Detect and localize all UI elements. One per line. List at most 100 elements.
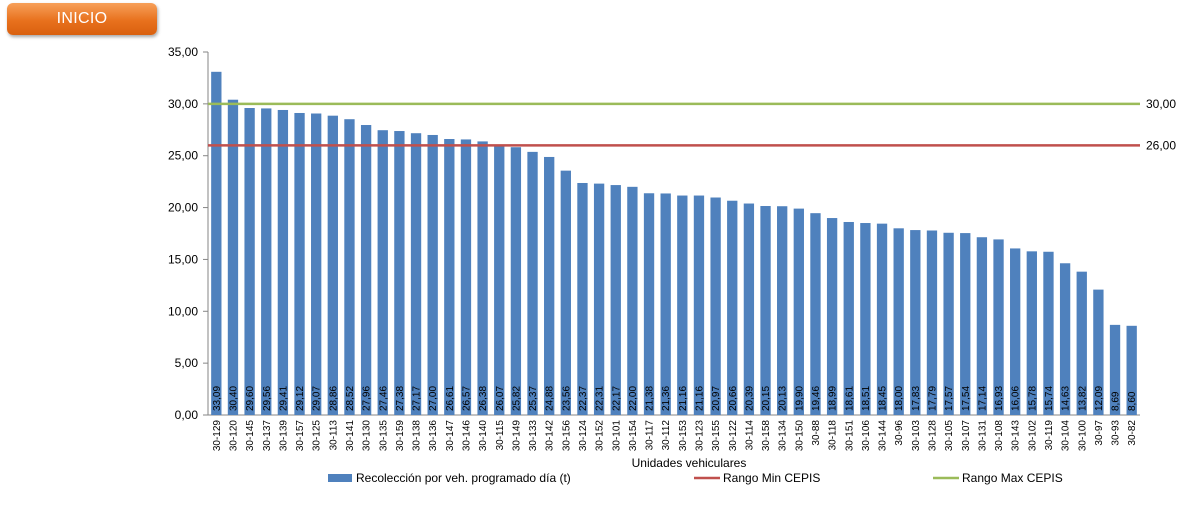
bar xyxy=(377,130,388,416)
x-tick-label: 30-96 xyxy=(894,420,905,446)
bar xyxy=(211,71,222,416)
data-label: 29,56 xyxy=(262,386,273,411)
bar xyxy=(760,206,771,415)
data-label: 27,00 xyxy=(428,386,439,411)
x-tick-label: 30-154 xyxy=(628,420,639,452)
y-tick-label: 10,00 xyxy=(168,304,198,318)
x-tick-label: 30-82 xyxy=(1127,420,1138,446)
x-tick-label: 30-128 xyxy=(927,420,938,452)
x-tick-label: 30-124 xyxy=(578,420,589,452)
data-label: 22,31 xyxy=(595,386,606,411)
x-tick-label: 30-135 xyxy=(378,420,389,452)
data-label: 20,13 xyxy=(778,386,789,411)
x-tick-label: 30-100 xyxy=(1077,420,1088,452)
data-label: 18,51 xyxy=(861,386,872,411)
data-label: 19,46 xyxy=(811,386,822,411)
x-tick-label: 30-131 xyxy=(977,420,988,452)
bar xyxy=(544,156,555,415)
x-tick-label: 30-151 xyxy=(844,420,855,452)
y-tick-label: 30,00 xyxy=(168,97,198,111)
bar xyxy=(327,115,338,415)
data-label: 21,16 xyxy=(694,386,705,411)
data-label: 27,17 xyxy=(412,386,423,411)
x-tick-label: 30-141 xyxy=(345,420,356,452)
bar xyxy=(960,233,971,415)
x-tick-label: 30-97 xyxy=(1094,420,1105,446)
data-label: 18,45 xyxy=(878,386,889,411)
data-label: 29,60 xyxy=(245,386,256,411)
bar xyxy=(311,113,322,416)
data-label: 29,41 xyxy=(278,386,289,411)
bar xyxy=(876,223,888,415)
bar xyxy=(560,170,571,415)
data-label: 29,12 xyxy=(295,386,306,411)
bar xyxy=(277,109,289,415)
bar xyxy=(1010,248,1021,415)
x-tick-label: 30-102 xyxy=(1027,420,1038,452)
data-label: 18,00 xyxy=(894,386,905,411)
bar xyxy=(727,200,738,415)
y-tick-label: 0,00 xyxy=(175,408,199,422)
bar xyxy=(943,232,954,415)
data-label: 24,88 xyxy=(545,386,556,411)
data-label: 27,96 xyxy=(362,386,373,411)
bar xyxy=(826,218,838,415)
x-tick-label: 30-158 xyxy=(761,420,772,452)
x-tick-label: 30-108 xyxy=(994,420,1005,452)
bar xyxy=(793,208,804,415)
bar xyxy=(294,112,305,415)
bar xyxy=(893,228,904,415)
data-label: 13,82 xyxy=(1077,386,1088,411)
data-label: 26,57 xyxy=(461,386,472,411)
bar xyxy=(777,206,788,415)
x-tick-label: 30-149 xyxy=(511,420,522,452)
bar xyxy=(643,193,655,415)
x-tick-label: 30-159 xyxy=(395,420,406,452)
x-tick-label: 30-142 xyxy=(545,420,556,452)
data-label: 17,83 xyxy=(911,386,922,411)
x-tick-label: 30-144 xyxy=(878,420,889,452)
bar xyxy=(660,193,671,415)
data-label: 27,38 xyxy=(395,386,406,411)
data-label: 28,86 xyxy=(328,386,339,411)
data-label: 17,79 xyxy=(927,386,938,411)
data-label: 21,38 xyxy=(645,386,656,411)
bar xyxy=(1076,271,1087,415)
data-label: 17,54 xyxy=(961,386,972,411)
x-tick-label: 30-136 xyxy=(428,420,439,452)
bar xyxy=(410,133,422,415)
x-tick-label: 30-106 xyxy=(861,420,872,452)
bar xyxy=(976,237,988,415)
data-label: 22,37 xyxy=(578,386,589,411)
bar xyxy=(1093,289,1104,415)
bar xyxy=(527,151,538,415)
x-tick-label: 30-107 xyxy=(961,420,972,452)
x-tick-label: 30-156 xyxy=(561,420,572,452)
x-tick-label: 30-105 xyxy=(944,420,955,452)
inicio-button[interactable]: INICIO xyxy=(7,3,157,35)
bar xyxy=(810,213,821,415)
data-label: 21,36 xyxy=(661,386,672,411)
bar xyxy=(261,108,272,416)
x-tick-label: 30-125 xyxy=(312,420,323,452)
max-line-label: 30,00 xyxy=(1146,97,1176,111)
data-label: 26,38 xyxy=(478,386,489,411)
bar xyxy=(460,139,472,415)
x-tick-label: 30-145 xyxy=(245,420,256,452)
data-label: 20,15 xyxy=(761,386,772,411)
x-tick-label: 30-117 xyxy=(645,420,656,451)
x-tick-label: 30-157 xyxy=(295,420,306,452)
bar xyxy=(344,119,355,416)
bar xyxy=(743,203,755,415)
x-tick-label: 30-115 xyxy=(495,420,506,451)
bar xyxy=(394,131,405,416)
data-label: 15,78 xyxy=(1027,386,1038,411)
x-tick-label: 30-150 xyxy=(794,420,805,452)
y-tick-label: 35,00 xyxy=(168,45,198,59)
bar xyxy=(910,230,921,415)
bar xyxy=(926,230,938,415)
x-tick-label: 30-122 xyxy=(728,420,739,452)
data-label: 17,57 xyxy=(944,386,955,411)
data-label: 18,61 xyxy=(844,386,855,411)
